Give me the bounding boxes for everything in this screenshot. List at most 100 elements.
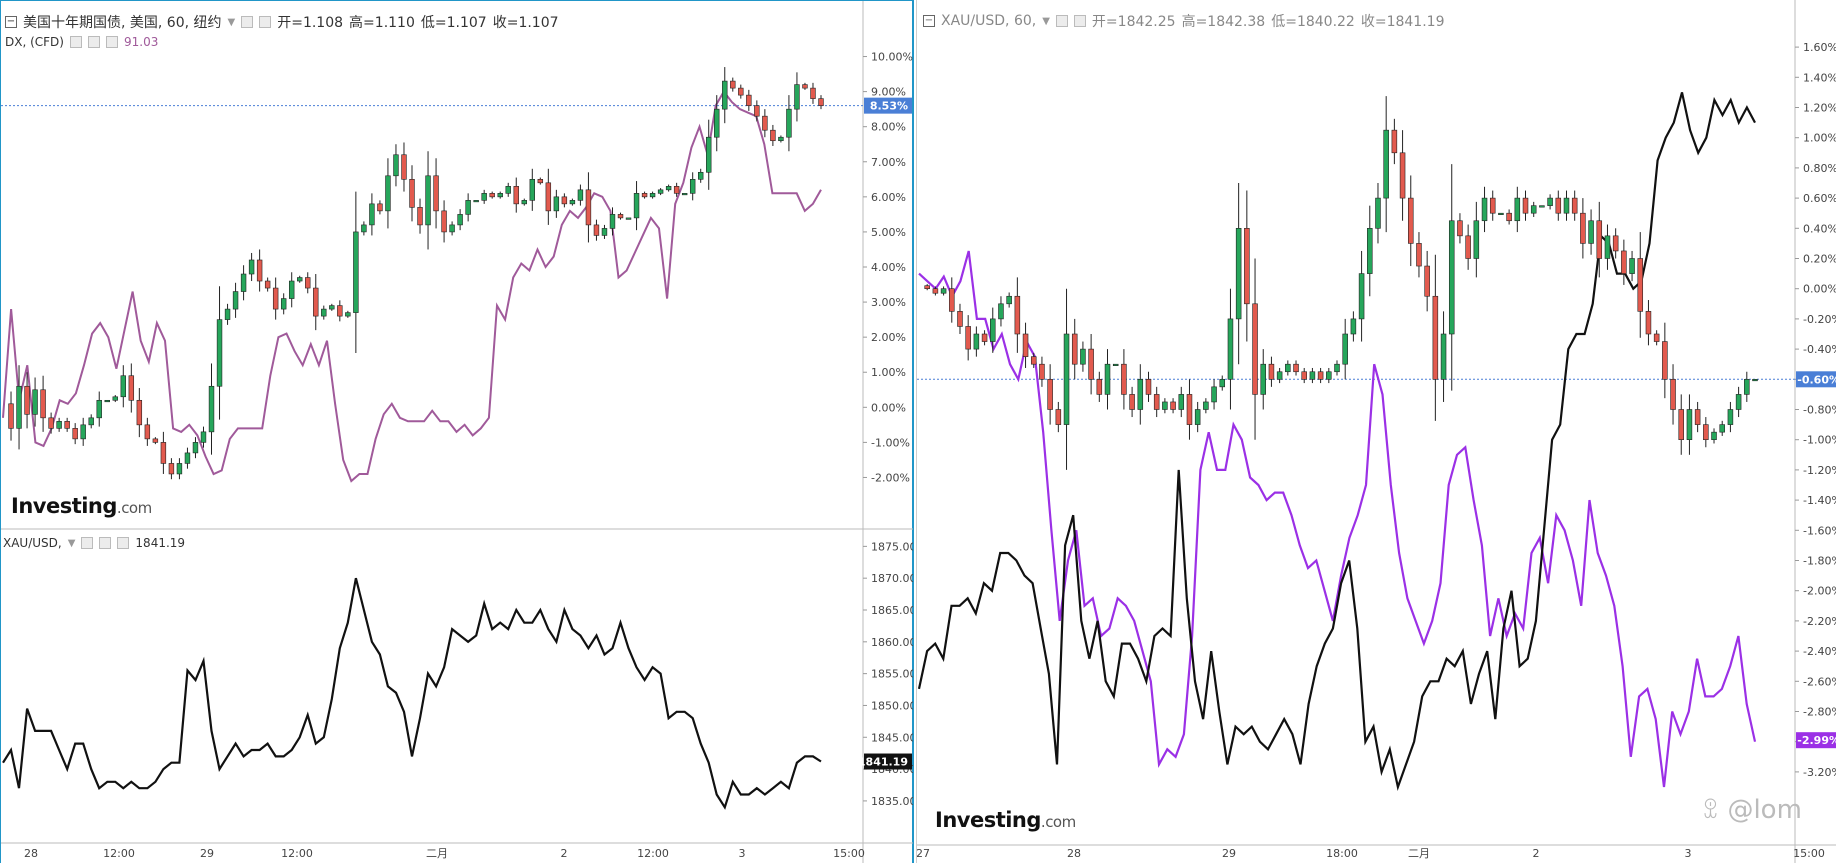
candle xyxy=(1145,378,1152,395)
candle xyxy=(385,175,391,212)
chevron-down-icon[interactable]: ▼ xyxy=(227,16,236,28)
candle xyxy=(762,115,768,131)
candle xyxy=(1678,409,1684,441)
candle xyxy=(1047,378,1053,410)
candle xyxy=(1457,220,1463,237)
candle xyxy=(738,87,744,96)
candle xyxy=(1367,228,1373,274)
symbol-title[interactable]: XAU/USD, 60, xyxy=(941,13,1037,29)
x-tick-label: 12:00 xyxy=(103,847,135,860)
candle xyxy=(585,189,592,226)
candle xyxy=(1539,205,1545,208)
candle xyxy=(569,200,576,205)
candle xyxy=(1186,394,1193,425)
sub-symbol-label[interactable]: XAU/USD, xyxy=(3,536,62,550)
candle xyxy=(1358,273,1365,320)
candle xyxy=(1030,356,1037,365)
candle xyxy=(224,308,231,320)
y-tick-label: 0.00% xyxy=(1803,283,1836,296)
close-icon[interactable] xyxy=(1073,15,1086,27)
candle xyxy=(1326,371,1332,380)
candle xyxy=(256,259,263,282)
close-icon[interactable] xyxy=(105,36,118,48)
left-main-chart[interactable]: 10.00% 9.00% 8.00% 7.00% 6.00% 5.00% 4.00% 3.00… xyxy=(1,1,913,530)
candle xyxy=(802,84,808,89)
right-main-panel[interactable]: 1.60% 1.40% 1.20% 1.00% 0.80% 0.60% 0.40% 0.20%… xyxy=(916,0,1836,863)
sub-symbol-value: 1841.19 xyxy=(135,536,186,550)
candle xyxy=(1063,333,1070,425)
purple-line xyxy=(918,250,1757,788)
candle xyxy=(1203,401,1209,410)
candle xyxy=(770,129,776,142)
candle xyxy=(545,182,552,212)
candle xyxy=(208,385,215,433)
candle xyxy=(1399,152,1406,199)
candle xyxy=(1342,333,1348,365)
close-icon[interactable] xyxy=(117,537,130,549)
candle xyxy=(665,186,672,191)
y-tick-label: 1860.00 xyxy=(871,636,913,649)
ohlc-low: 低=1.107 xyxy=(420,15,487,31)
y-tick-label: -2.20% xyxy=(1803,615,1836,628)
y-tick-label: 1835.00 xyxy=(871,795,913,808)
symbol-title[interactable]: 美国十年期国债, 美国, 60, 纽约 xyxy=(23,15,222,31)
close-icon[interactable] xyxy=(259,16,272,28)
candle xyxy=(441,210,447,233)
y-tick-label: -2.00% xyxy=(1803,585,1836,598)
candle xyxy=(1334,363,1340,373)
chevron-down-icon[interactable]: ▼ xyxy=(67,537,76,549)
candle xyxy=(409,179,415,208)
candle xyxy=(505,186,511,194)
candle xyxy=(990,318,996,342)
y-tick-label: 1.00% xyxy=(1803,132,1836,145)
left-sub-chart[interactable]: 1875.00 1870.00 1865.00 1860.00 1855.00 1850.… xyxy=(1,530,913,863)
visibility-icon[interactable] xyxy=(87,36,100,48)
settings-icon[interactable] xyxy=(81,537,94,549)
settings-icon[interactable] xyxy=(69,36,82,48)
x-tick-label: 15:00 xyxy=(1793,847,1825,860)
collapse-icon[interactable]: − xyxy=(5,16,17,28)
candle xyxy=(1235,228,1242,320)
candle xyxy=(673,186,680,194)
candle xyxy=(1268,363,1275,380)
left-main-panel[interactable]: 10.00% 9.00% 8.00% 7.00% 6.00% 5.00% 4.00% 3.00… xyxy=(0,0,914,530)
sub-price-tag: 1841.19 xyxy=(858,756,908,769)
x-tick-label: 二月 xyxy=(426,847,448,860)
y-tick-label: -1.00% xyxy=(871,436,910,449)
y-tick-label: 1.60% xyxy=(1803,41,1836,54)
candle xyxy=(1686,409,1693,441)
candle xyxy=(1006,295,1012,305)
candle xyxy=(1375,197,1381,229)
overlay-label[interactable]: DX, (CFD) xyxy=(5,35,64,49)
candle xyxy=(633,193,640,219)
candle xyxy=(192,442,199,454)
collapse-icon[interactable]: − xyxy=(923,15,935,27)
candle xyxy=(120,375,127,398)
visibility-icon[interactable] xyxy=(99,537,112,549)
left-main-legend: − 美国十年期国债, 美国, 60, 纽约 ▼ 开=1.108 高=1.110 … xyxy=(5,12,559,32)
candle xyxy=(216,319,223,387)
candle xyxy=(433,175,439,212)
chevron-down-icon[interactable]: ▼ xyxy=(1042,15,1050,27)
candle xyxy=(1383,129,1389,199)
settings-icon[interactable] xyxy=(1055,15,1068,27)
candle xyxy=(1112,363,1119,367)
y-tick-label: -1.00% xyxy=(1803,434,1836,447)
candle xyxy=(393,154,399,177)
price-tag-blue: -0.60% xyxy=(1797,373,1836,386)
settings-icon[interactable] xyxy=(241,16,254,28)
right-main-chart[interactable]: 1.60% 1.40% 1.20% 1.00% 0.80% 0.60% 0.40% 0.20%… xyxy=(917,0,1836,863)
candle xyxy=(112,396,118,401)
candle xyxy=(1522,197,1529,214)
candle xyxy=(16,385,22,429)
candle xyxy=(1219,378,1226,388)
candle xyxy=(369,203,375,226)
candle xyxy=(1432,295,1439,380)
candle xyxy=(754,105,760,117)
y-tick-label: 3.00% xyxy=(871,296,906,309)
candle xyxy=(1088,348,1094,380)
left-sub-panel[interactable]: 1875.00 1870.00 1865.00 1860.00 1855.00 1850.… xyxy=(0,530,914,863)
y-tick-label: -2.80% xyxy=(1803,706,1836,719)
candle xyxy=(973,333,980,350)
candle xyxy=(1178,394,1185,410)
